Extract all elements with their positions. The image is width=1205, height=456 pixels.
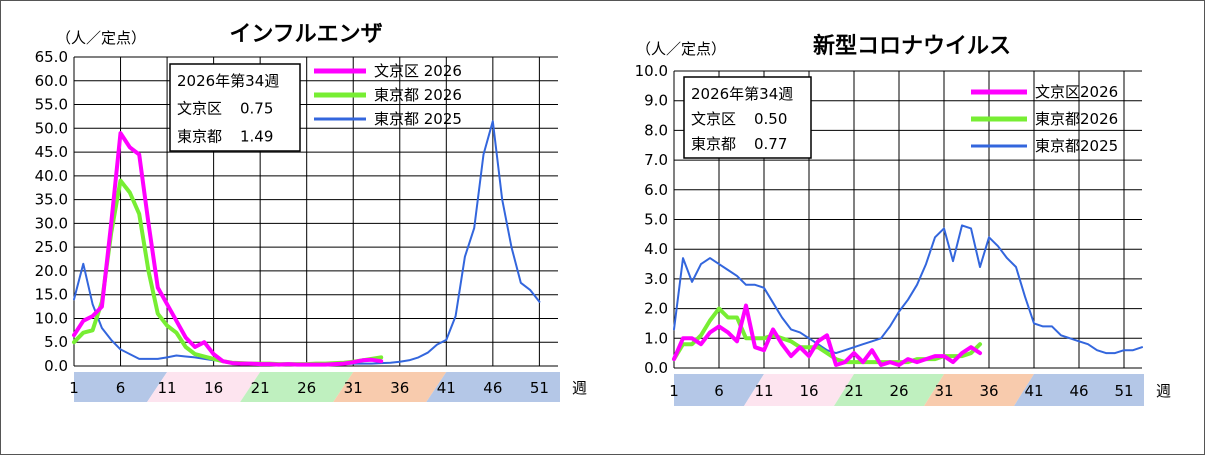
week-band-segment — [834, 374, 944, 406]
x-tick-label: 26 — [889, 382, 908, 400]
x-tick-label: 11 — [158, 379, 177, 397]
y-tick-label: 20.0 — [35, 262, 68, 280]
y-tick-label: 0.0 — [644, 359, 668, 377]
y-tick-label: 55.0 — [35, 96, 68, 114]
covid-chart: 0.01.02.03.04.05.06.07.08.09.010.01 6 11 16… — [635, 33, 1171, 406]
y-tick-label: 0.0 — [44, 357, 68, 375]
y-tick-label: 8.0 — [644, 121, 668, 139]
y-tick-label: 10.0 — [635, 62, 668, 80]
y-tick-label: 15.0 — [35, 286, 68, 304]
y-tick-label: 25.0 — [35, 238, 68, 256]
x-tick-label: 21 — [844, 382, 863, 400]
legend-label: 文京区2026 — [1035, 83, 1118, 101]
week-band-segment — [426, 372, 560, 402]
y-tick-label: 60.0 — [35, 72, 68, 90]
x-axis-unit: 週 — [572, 379, 587, 397]
x-tick-label: 11 — [754, 382, 773, 400]
y-tick-label: 2.0 — [644, 300, 668, 318]
info-box-row-value: 0.75 — [240, 100, 273, 118]
x-tick-label: 31 — [934, 382, 953, 400]
y-tick-label: 3.0 — [644, 270, 668, 288]
y-tick-label: 65.0 — [35, 48, 68, 66]
y-tick-label: 35.0 — [35, 191, 68, 209]
week-band-segment — [744, 374, 854, 406]
y-tick-label: 45.0 — [35, 143, 68, 161]
week-band-segment — [74, 372, 168, 402]
y-tick-label: 40.0 — [35, 167, 68, 185]
info-box-row-value: 0.77 — [754, 135, 787, 153]
chart-title: インフルエンザ — [229, 22, 382, 47]
x-tick-label: 31 — [344, 379, 363, 397]
x-tick-label: 16 — [204, 379, 223, 397]
x-tick-label: 1 — [669, 382, 679, 400]
y-axis-label: （人／定点） — [636, 40, 726, 58]
y-tick-label: 6.0 — [644, 181, 668, 199]
series-line — [72, 131, 384, 367]
x-tick-label: 51 — [1114, 382, 1133, 400]
legend-label: 東京都2026 — [1035, 110, 1118, 128]
x-tick-label: 51 — [530, 379, 549, 397]
x-tick-label: 6 — [714, 382, 724, 400]
info-box-row-value: 0.50 — [754, 110, 787, 128]
legend-label: 東京都2025 — [1035, 137, 1118, 155]
x-tick-label: 26 — [297, 379, 316, 397]
info-box-heading: 2026年第34週 — [177, 72, 279, 90]
week-band-segment — [147, 372, 261, 402]
x-tick-label: 21 — [251, 379, 270, 397]
info-box-row-name: 東京都 — [177, 127, 222, 145]
y-tick-label: 9.0 — [644, 92, 668, 110]
x-tick-label: 36 — [390, 379, 409, 397]
chart-title: 新型コロナウイルス — [813, 33, 1011, 59]
influenza-chart: 0.0 5.0 10.0 15.0 20.0 25.0 30.0 35.0 40.0 45.0 50… — [35, 22, 587, 402]
week-band-segment — [1014, 374, 1144, 406]
x-tick-label: 46 — [1069, 382, 1088, 400]
legend-label: 文京区 2026 — [374, 62, 462, 80]
legend-label: 東京都 2025 — [374, 110, 462, 128]
info-box-heading: 2026年第34週 — [691, 85, 793, 103]
y-tick-label: 4.0 — [644, 240, 668, 258]
week-band-segment — [924, 374, 1034, 406]
series-line — [673, 224, 1143, 355]
y-axis-label: （人／定点） — [56, 29, 146, 47]
y-tick-label: 5.0 — [44, 333, 68, 351]
info-box-row-name: 文京区 — [177, 100, 222, 118]
week-band-segment — [674, 374, 764, 406]
x-axis-unit: 週 — [1156, 382, 1171, 400]
x-tick-label: 36 — [979, 382, 998, 400]
info-box-row-name: 東京都 — [691, 135, 736, 153]
y-tick-label: 5.0 — [644, 211, 668, 229]
week-band-segment — [240, 372, 354, 402]
x-tick-label: 1 — [69, 379, 79, 397]
y-tick-label: 7.0 — [644, 151, 668, 169]
x-tick-label: 46 — [483, 379, 502, 397]
x-tick-label: 41 — [437, 379, 456, 397]
info-box-row-name: 文京区 — [691, 110, 736, 128]
y-tick-label: 30.0 — [35, 214, 68, 232]
info-box-row-value: 1.49 — [240, 127, 273, 145]
info-box — [683, 76, 812, 159]
legend-label: 東京都 2026 — [374, 86, 462, 104]
y-tick-label: 1.0 — [644, 329, 668, 347]
x-tick-label: 6 — [116, 379, 126, 397]
series-line — [672, 303, 982, 367]
x-tick-label: 41 — [1024, 382, 1043, 400]
week-band-segment — [333, 372, 447, 402]
x-tick-label: 16 — [799, 382, 818, 400]
y-tick-label: 10.0 — [35, 309, 68, 327]
y-tick-label: 50.0 — [35, 119, 68, 137]
info-box — [169, 63, 301, 152]
